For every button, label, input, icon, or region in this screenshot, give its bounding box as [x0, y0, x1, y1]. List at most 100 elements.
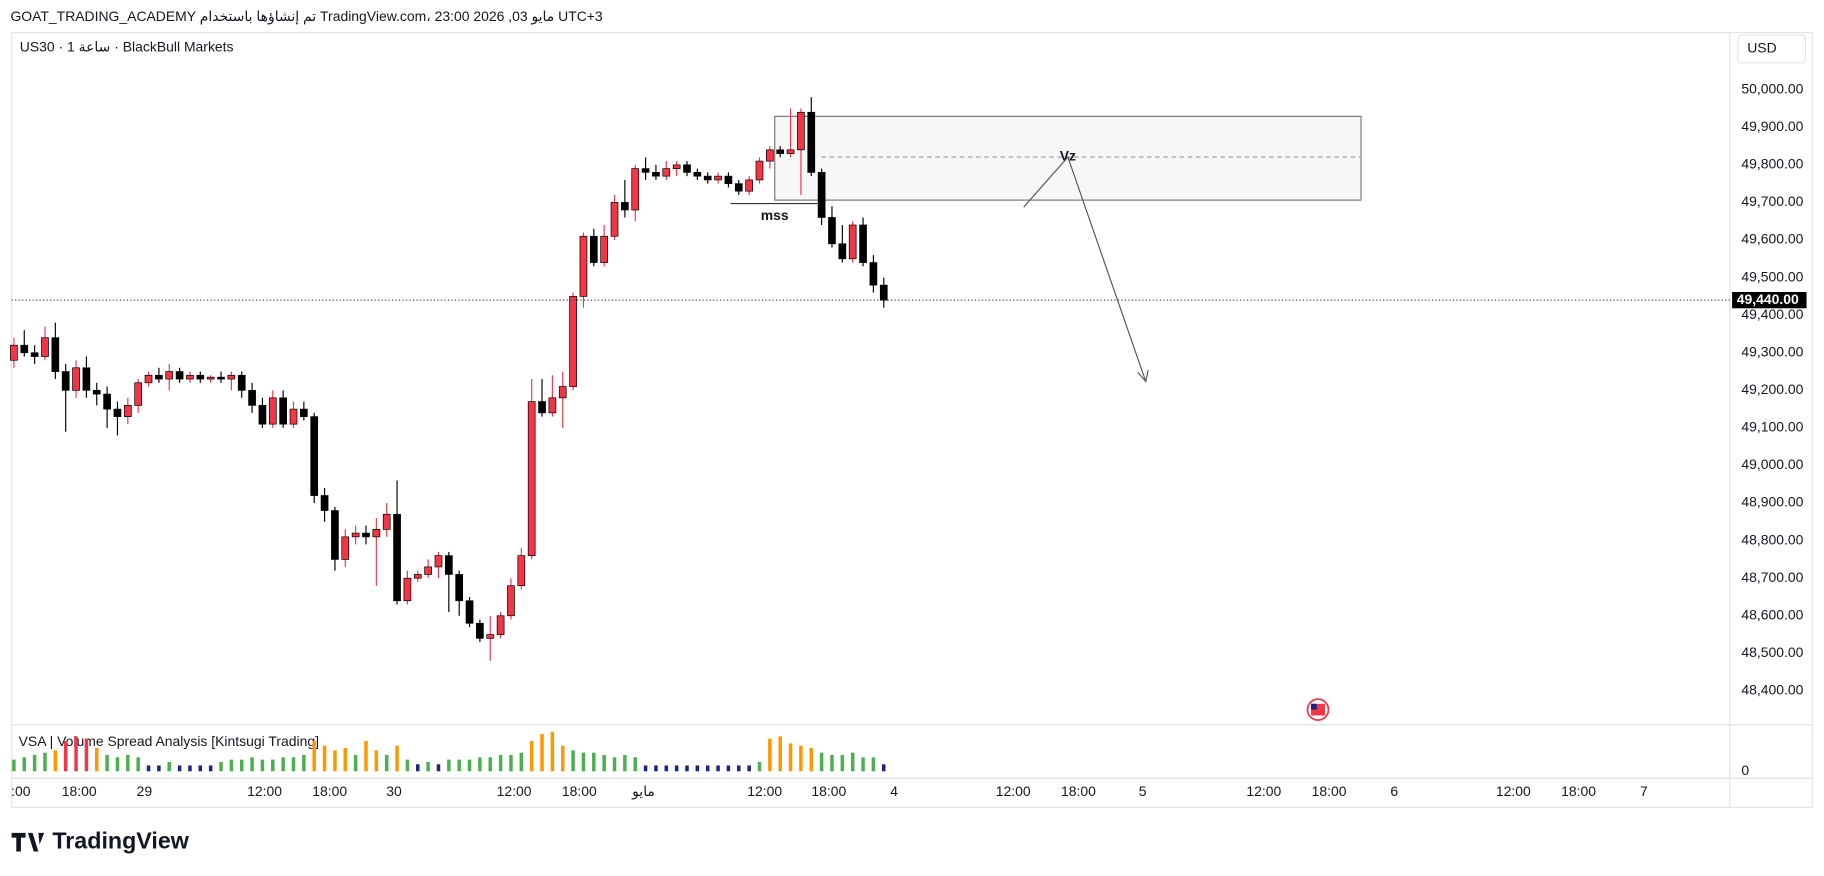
volume-bar — [219, 761, 223, 772]
volume-bar — [343, 748, 348, 772]
x-tick-label: 12:00 — [1246, 783, 1281, 799]
volume-bar — [239, 759, 244, 772]
candle-body — [331, 510, 339, 560]
volume-bar — [540, 734, 544, 772]
volume-bar — [768, 738, 772, 772]
volume-bar — [674, 765, 679, 772]
candle-body — [507, 585, 515, 617]
x-tick-label: 18:00 — [811, 783, 846, 799]
candle-body — [828, 217, 836, 245]
candle-body — [41, 337, 49, 357]
volume-bar — [633, 757, 637, 772]
candle-body — [165, 371, 174, 380]
x-tick-label: 12:00 — [247, 783, 282, 799]
x-tick-label: 12:00 — [1496, 783, 1531, 799]
candle-body — [362, 532, 370, 538]
candle-body — [217, 376, 225, 380]
currency-button[interactable] — [1737, 34, 1806, 64]
volume-bar — [592, 752, 596, 772]
candle-body — [766, 149, 774, 162]
y-tick-label: 49,300.00 — [1741, 343, 1803, 359]
candle-body — [476, 622, 484, 639]
volume-bar — [12, 759, 16, 772]
y-tick-label: 50,000.00 — [1741, 80, 1803, 96]
annotation-vz: Vz — [1060, 148, 1076, 164]
candle-body — [879, 284, 888, 301]
volume-bar — [840, 754, 845, 772]
x-tick-label: 18:00 — [1561, 783, 1596, 799]
candle-body — [444, 555, 453, 575]
x-tick-label: 18:00 — [1312, 783, 1347, 799]
candle-body — [558, 386, 567, 399]
volume-bar — [436, 764, 441, 772]
volume-bar — [716, 765, 720, 772]
y-tick-label: 49,100.00 — [1741, 419, 1803, 435]
candle-body — [424, 566, 432, 575]
candle-body — [434, 555, 443, 568]
candle-body — [248, 389, 256, 406]
volume-bar — [157, 765, 161, 772]
y-tick-label: 49,400.00 — [1741, 306, 1803, 322]
volume-bar — [664, 765, 669, 772]
candle-body — [103, 393, 111, 410]
projection-line — [1023, 155, 1147, 382]
candle-body — [579, 235, 588, 297]
volume-bar — [43, 752, 47, 772]
volume-bar — [654, 765, 658, 772]
currency[interactable]: USD — [1747, 40, 1776, 56]
x-tick-label: 18:00 — [562, 783, 597, 799]
y-tick-label: 49,700.00 — [1741, 193, 1803, 209]
candle-body — [279, 397, 287, 425]
volume-bar — [271, 759, 275, 772]
candle-body — [745, 179, 753, 192]
volume-bar — [447, 759, 451, 772]
y-tick-label: 48,700.00 — [1741, 569, 1803, 585]
candle-body — [621, 202, 629, 211]
candle-body — [82, 367, 91, 391]
us-flag — [1311, 703, 1325, 716]
candle-body — [859, 224, 867, 263]
annotation-mss: mss — [761, 207, 789, 223]
volume-bar — [882, 764, 886, 772]
x-tick-label: 12:00 — [996, 783, 1031, 799]
volume-bar — [302, 754, 306, 772]
volume-bar — [198, 765, 203, 772]
candle-body — [610, 202, 619, 237]
volume-bar — [208, 765, 213, 772]
volume-bar — [509, 754, 513, 772]
candle-body — [786, 149, 795, 154]
y-tick-label: 48,600.00 — [1741, 606, 1803, 622]
volume-bar — [488, 757, 492, 772]
candle-body — [258, 405, 267, 425]
x-tick-label: 18:00 — [1061, 783, 1096, 799]
volume-bar — [322, 745, 327, 772]
x-tick-label: 12:00 — [497, 783, 532, 799]
volume-bar — [405, 759, 410, 772]
candle-body — [113, 408, 122, 417]
volume-bar — [74, 736, 78, 772]
candle-body — [227, 374, 236, 380]
candle-body — [382, 513, 391, 530]
volume-bar — [799, 745, 803, 772]
volume-bar — [478, 757, 482, 772]
candle-body — [734, 183, 743, 192]
volume-bar — [364, 741, 368, 772]
candle-body — [693, 172, 702, 177]
volume-bar — [22, 757, 27, 772]
candle-body — [548, 397, 557, 414]
volume-bar — [778, 736, 782, 772]
candle-body — [797, 111, 805, 151]
candle-body — [341, 536, 350, 560]
volume-bar — [32, 754, 37, 772]
candle-body — [10, 344, 18, 361]
volume-bar — [291, 757, 296, 772]
volume-bar — [95, 748, 99, 772]
candle-body — [413, 574, 422, 579]
candle-body — [61, 371, 70, 391]
volume-bar — [84, 738, 89, 772]
candle-body — [527, 401, 536, 557]
x-tick-label: 29 — [137, 783, 153, 799]
candle-body — [662, 168, 671, 177]
y-tick-label: 49,200.00 — [1741, 381, 1803, 397]
